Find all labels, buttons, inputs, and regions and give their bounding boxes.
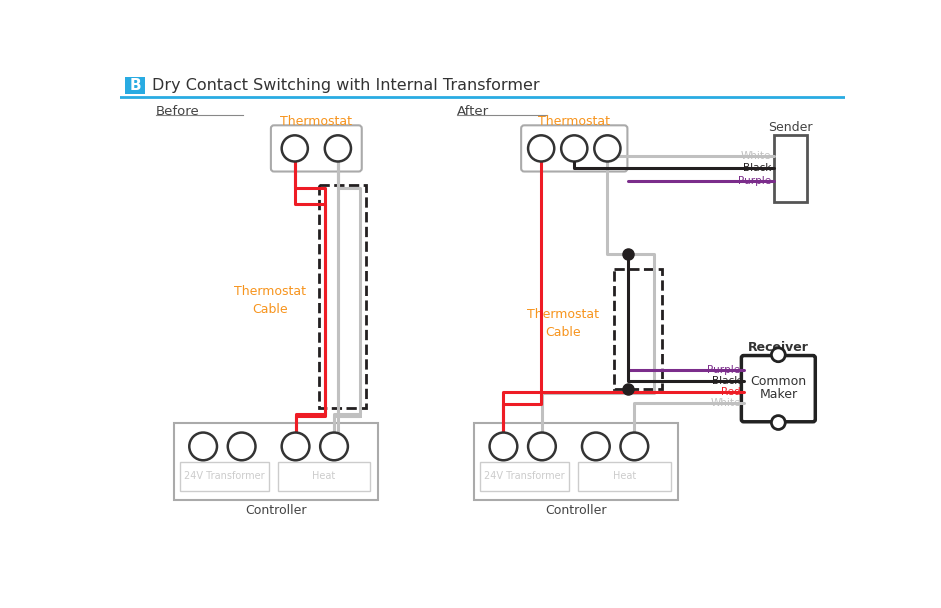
Text: White: White bbox=[710, 398, 741, 407]
Circle shape bbox=[320, 432, 348, 460]
Circle shape bbox=[595, 136, 620, 162]
Text: T: T bbox=[592, 440, 600, 453]
FancyBboxPatch shape bbox=[774, 134, 806, 202]
FancyBboxPatch shape bbox=[174, 423, 378, 500]
Text: 24V Transformer: 24V Transformer bbox=[484, 471, 565, 482]
Text: Thermostat
Cable: Thermostat Cable bbox=[234, 285, 306, 316]
FancyBboxPatch shape bbox=[271, 125, 361, 171]
FancyBboxPatch shape bbox=[521, 125, 628, 171]
Text: Purple: Purple bbox=[739, 176, 772, 186]
Text: Controller: Controller bbox=[246, 504, 307, 517]
Text: T: T bbox=[330, 440, 338, 453]
FancyBboxPatch shape bbox=[578, 462, 671, 491]
Text: Maker: Maker bbox=[759, 387, 797, 401]
FancyBboxPatch shape bbox=[278, 462, 370, 491]
Text: R: R bbox=[290, 142, 299, 155]
Text: Heat: Heat bbox=[312, 471, 336, 482]
Text: 24V Transformer: 24V Transformer bbox=[183, 471, 264, 482]
FancyBboxPatch shape bbox=[474, 423, 678, 500]
Text: C: C bbox=[537, 440, 547, 453]
Circle shape bbox=[620, 432, 648, 460]
Text: Thermostat: Thermostat bbox=[538, 115, 611, 128]
Circle shape bbox=[281, 136, 308, 162]
Text: R: R bbox=[536, 142, 546, 155]
Circle shape bbox=[281, 432, 310, 460]
Circle shape bbox=[228, 432, 256, 460]
Circle shape bbox=[189, 432, 217, 460]
Text: Before: Before bbox=[156, 105, 199, 118]
Text: W: W bbox=[600, 142, 614, 155]
Text: B: B bbox=[130, 78, 141, 93]
Text: Purple: Purple bbox=[708, 365, 741, 375]
Circle shape bbox=[528, 432, 556, 460]
Text: T: T bbox=[292, 440, 299, 453]
FancyBboxPatch shape bbox=[180, 462, 268, 491]
Text: R: R bbox=[199, 440, 208, 453]
Circle shape bbox=[489, 432, 518, 460]
Circle shape bbox=[528, 136, 554, 162]
Text: Black: Black bbox=[712, 376, 741, 386]
Text: Common: Common bbox=[750, 375, 806, 389]
Text: Sender: Sender bbox=[769, 121, 813, 134]
Text: R: R bbox=[499, 440, 508, 453]
Circle shape bbox=[772, 348, 785, 362]
Text: Thermostat
Cable: Thermostat Cable bbox=[527, 308, 598, 339]
Text: Red: Red bbox=[721, 387, 741, 397]
Circle shape bbox=[561, 136, 587, 162]
Text: T: T bbox=[630, 440, 638, 453]
FancyBboxPatch shape bbox=[742, 356, 815, 422]
Text: C: C bbox=[569, 142, 579, 155]
Circle shape bbox=[582, 432, 610, 460]
Text: Thermostat: Thermostat bbox=[280, 115, 352, 128]
Text: Controller: Controller bbox=[546, 504, 607, 517]
Text: White: White bbox=[741, 151, 772, 161]
Text: W: W bbox=[331, 142, 344, 155]
FancyBboxPatch shape bbox=[125, 77, 146, 94]
Text: Receiver: Receiver bbox=[748, 340, 808, 354]
Circle shape bbox=[325, 136, 351, 162]
Text: Black: Black bbox=[743, 164, 772, 173]
Text: Heat: Heat bbox=[613, 471, 636, 482]
Text: C: C bbox=[237, 440, 247, 453]
Text: After: After bbox=[457, 105, 489, 118]
FancyBboxPatch shape bbox=[480, 462, 569, 491]
Circle shape bbox=[772, 416, 785, 429]
Text: Dry Contact Switching with Internal Transformer: Dry Contact Switching with Internal Tran… bbox=[152, 78, 540, 93]
